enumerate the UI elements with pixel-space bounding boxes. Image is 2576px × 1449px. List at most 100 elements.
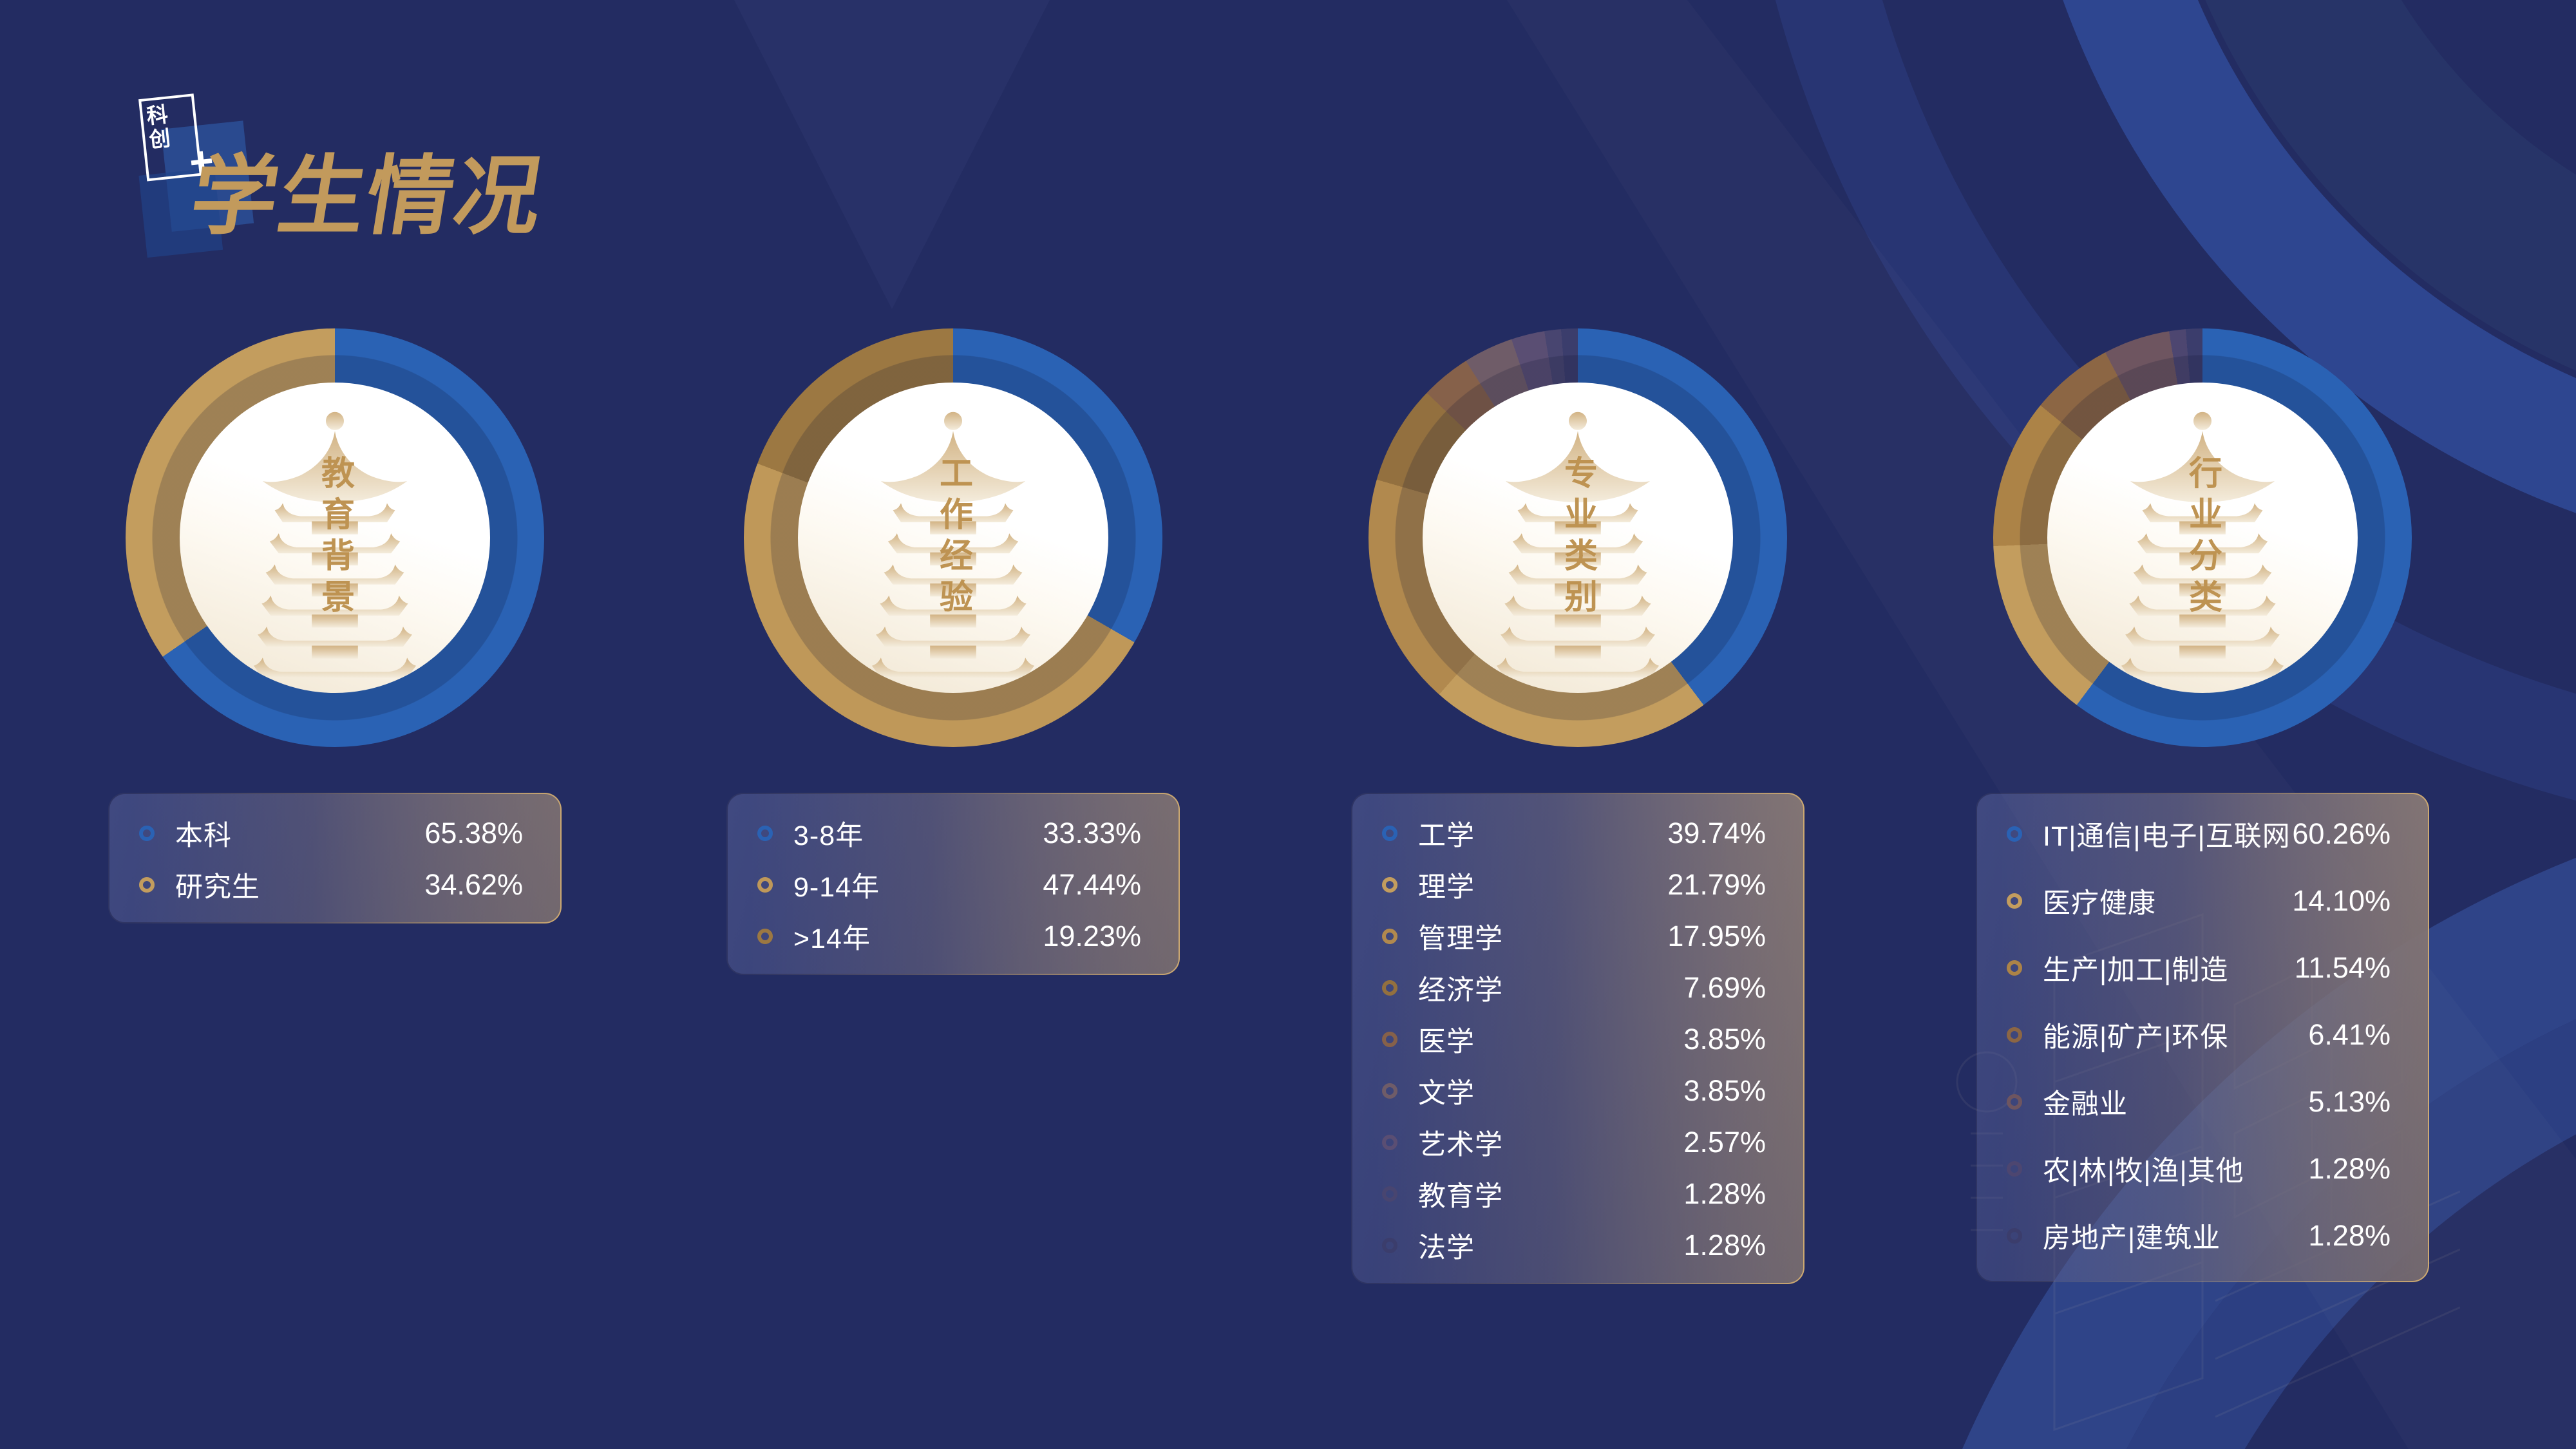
- legend-panel-border: 3-8年 33.33% 9-14年 47.44% >14年 19.23%: [726, 793, 1180, 975]
- legend-row: 理学 21.79%: [1382, 859, 1766, 911]
- legend-value: 6.41%: [2308, 1018, 2391, 1051]
- legend-value: 11.54%: [2294, 951, 2391, 984]
- legend-value: 21.79%: [1667, 868, 1766, 901]
- legend-marker-icon: [2007, 1228, 2022, 1244]
- legend-marker-icon: [1382, 1238, 1397, 1253]
- legend-marker-icon: [1382, 929, 1397, 944]
- legend-label: 医学: [1418, 1027, 1475, 1057]
- legend-marker-icon: [2007, 1094, 2022, 1110]
- legend-marker-icon: [757, 826, 773, 841]
- legend-label: 农|林|牧|渔|其他: [2043, 1156, 2244, 1187]
- legend-value: 65.38%: [424, 817, 523, 849]
- legend-label: 金融业: [2043, 1089, 2128, 1120]
- logo-text: 科 创: [145, 102, 172, 153]
- donut-chart: 行业分类: [1993, 328, 2412, 747]
- donut-center: 教育背景: [180, 383, 490, 693]
- legend-row: 医学 3.85%: [1382, 1014, 1766, 1065]
- legend-marker-icon: [2007, 1027, 2022, 1043]
- legend-row: 法学 1.28%: [1382, 1220, 1766, 1271]
- legend-marker-icon: [139, 826, 155, 841]
- donut-center-label: 专业类别: [1558, 455, 1596, 620]
- legend-row: 工学 39.74%: [1382, 808, 1766, 859]
- legend-value: 1.28%: [2308, 1152, 2391, 1185]
- legend-value: 39.74%: [1667, 817, 1766, 849]
- legend-value: 5.13%: [2308, 1085, 2391, 1118]
- legend-label: 经济学: [1418, 975, 1503, 1006]
- legend-value: 14.10%: [2292, 884, 2391, 917]
- legend-row: 房地产|建筑业 1.28%: [2007, 1202, 2391, 1269]
- legend-row: 医疗健康 14.10%: [2007, 867, 2391, 934]
- legend-marker-icon: [757, 877, 773, 893]
- legend-row: 农|林|牧|渔|其他 1.28%: [2007, 1135, 2391, 1202]
- legend-row: 文学 3.85%: [1382, 1065, 1766, 1117]
- legend-value: 1.28%: [1683, 1229, 1766, 1262]
- legend-row: 本科 65.38%: [139, 808, 523, 859]
- legend-panel: 工学 39.74% 理学 21.79% 管理学 17.95% 经济学 7.69%…: [1352, 794, 1803, 1283]
- legend-value: 1.28%: [1683, 1177, 1766, 1210]
- legend-value: 7.69%: [1683, 971, 1766, 1004]
- legend-marker-icon: [1382, 980, 1397, 996]
- legend-row: 3-8年 33.33%: [757, 808, 1141, 859]
- donut-center: 专业类别: [1423, 383, 1733, 693]
- donut-center: 工作经验: [798, 383, 1108, 693]
- chart-block: 教育背景 本科 65.38% 研究生 34.62%: [108, 328, 562, 923]
- legend-marker-icon: [1382, 1083, 1397, 1099]
- legend-row: 艺术学 2.57%: [1382, 1117, 1766, 1168]
- chart-block: 工作经验 3-8年 33.33% 9-14年 47.44% >14年 19.23…: [726, 328, 1180, 975]
- page-title: 学生情况: [184, 149, 550, 245]
- legend-marker-icon: [2007, 1161, 2022, 1177]
- legend-marker-icon: [139, 877, 155, 893]
- legend-label: 本科: [175, 820, 232, 851]
- legend-label: 3-8年: [793, 820, 864, 851]
- donut-chart: 专业类别: [1368, 328, 1787, 747]
- chart-block: 行业分类 IT|通信|电子|互联网 60.26% 医疗健康 14.10% 生产|…: [1976, 328, 2429, 1282]
- legend-row: 管理学 17.95%: [1382, 911, 1766, 962]
- legend-marker-icon: [2007, 960, 2022, 976]
- legend-row: 能源|矿产|环保 6.41%: [2007, 1001, 2391, 1068]
- legend-marker-icon: [757, 929, 773, 944]
- legend-marker-icon: [2007, 826, 2022, 842]
- legend-marker-icon: [2007, 893, 2022, 909]
- legend-label: 文学: [1418, 1078, 1475, 1109]
- legend-label: 理学: [1418, 872, 1475, 903]
- legend-row: >14年 19.23%: [757, 911, 1141, 962]
- chart-block: 专业类别 工学 39.74% 理学 21.79% 管理学 17.95% 经济学 …: [1351, 328, 1804, 1284]
- legend-panel-border: IT|通信|电子|互联网 60.26% 医疗健康 14.10% 生产|加工|制造…: [1976, 793, 2429, 1282]
- legend-label: 生产|加工|制造: [2043, 955, 2229, 986]
- legend-label: 法学: [1418, 1233, 1475, 1264]
- donut-center-label: 行业分类: [2183, 455, 2221, 620]
- legend-label: IT|通信|电子|互联网: [2043, 821, 2291, 852]
- donut-center-label: 工作经验: [934, 455, 972, 620]
- legend-label: 工学: [1418, 820, 1475, 851]
- legend-label: 教育学: [1418, 1181, 1503, 1212]
- pagoda-icon: [2121, 412, 2284, 678]
- legend-panel-border: 本科 65.38% 研究生 34.62%: [108, 793, 562, 923]
- donut-chart: 教育背景: [126, 328, 544, 747]
- legend-label: 艺术学: [1418, 1130, 1503, 1160]
- logo-char-1: 科: [145, 102, 169, 128]
- legend-row: 生产|加工|制造 11.54%: [2007, 934, 2391, 1001]
- legend-marker-icon: [1382, 1032, 1397, 1047]
- legend-label: 房地产|建筑业: [2043, 1223, 2221, 1254]
- legend-value: 19.23%: [1043, 920, 1141, 952]
- legend-value: 34.62%: [424, 868, 523, 901]
- donut-chart: 工作经验: [744, 328, 1162, 747]
- legend-marker-icon: [1382, 1186, 1397, 1202]
- legend-label: 研究生: [175, 872, 260, 903]
- pagoda-icon: [871, 412, 1035, 678]
- legend-value: 2.57%: [1683, 1126, 1766, 1159]
- legend-label: 能源|矿产|环保: [2043, 1022, 2229, 1053]
- legend-label: 医疗健康: [2043, 888, 2156, 919]
- pagoda-icon: [1496, 412, 1660, 678]
- legend-value: 1.28%: [2308, 1219, 2391, 1252]
- legend-label: >14年: [793, 923, 871, 954]
- legend-row: 教育学 1.28%: [1382, 1168, 1766, 1220]
- legend-row: 经济学 7.69%: [1382, 962, 1766, 1014]
- legend-value: 17.95%: [1667, 920, 1766, 952]
- legend-value: 33.33%: [1043, 817, 1141, 849]
- legend-panel: 本科 65.38% 研究生 34.62%: [109, 794, 560, 922]
- legend-label: 管理学: [1418, 923, 1503, 954]
- legend-row: IT|通信|电子|互联网 60.26%: [2007, 800, 2391, 867]
